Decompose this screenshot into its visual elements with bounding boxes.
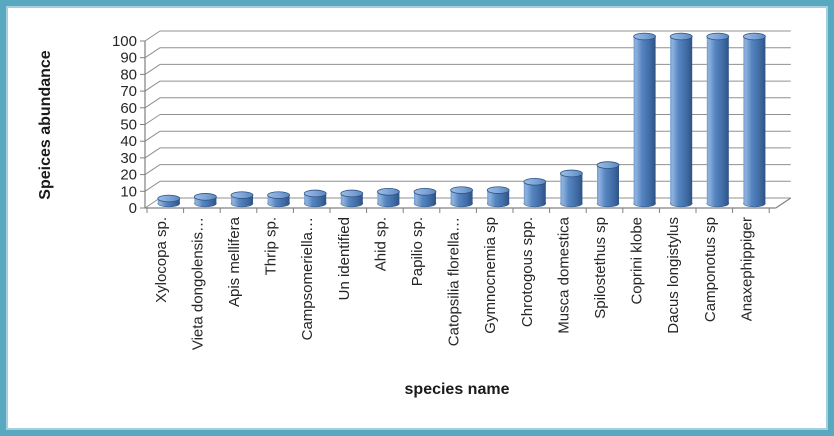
gridline-depth-connector: [144, 164, 161, 176]
gridline-depth-connector: [144, 197, 161, 209]
bar: [633, 36, 656, 204]
bar: [231, 195, 253, 204]
bar: [377, 191, 400, 204]
x-category-label: Anaxephippiger: [738, 217, 755, 321]
bar-top-cap: [743, 32, 766, 41]
bar-top-cap: [450, 186, 474, 194]
x-category-label: Chrotogous spp.: [519, 217, 536, 327]
x-category-label: Xylocopa sp.: [153, 217, 170, 303]
gridline-depth-connector: [144, 97, 161, 109]
bar: [706, 36, 729, 204]
x-category-label: Musca domestica: [555, 216, 572, 333]
x-category-label: Apis mellifera: [226, 216, 243, 307]
x-category-label: Camponotus sp: [702, 217, 719, 322]
gridline-depth-connector: [144, 114, 161, 125]
bar: [414, 191, 436, 204]
floor-right-edge: [775, 197, 792, 209]
gridline-depth-connector: [144, 80, 161, 92]
x-category-label: Coprini klobe: [629, 217, 646, 305]
y-tick-label: 100: [112, 33, 137, 50]
bar-top-cap: [633, 32, 656, 41]
bar-top-cap: [706, 32, 730, 41]
bar: [340, 193, 363, 204]
gridline-depth-connector: [144, 180, 161, 192]
y-axis-title: Speices abundance: [37, 50, 54, 199]
bar: [597, 165, 619, 204]
bar-top-cap: [340, 189, 364, 198]
bar-top-cap: [486, 186, 510, 194]
gridline-depth-connector: [144, 30, 161, 42]
x-category-label: Dacus longistylus: [665, 217, 682, 334]
bar: [304, 193, 327, 204]
x-category-label: Papilio sp.: [409, 217, 426, 286]
bar-top-cap: [596, 161, 620, 169]
gridline-depth-connector: [144, 47, 161, 59]
bar-top-cap: [157, 194, 181, 203]
y-tick-label: 90: [120, 50, 137, 67]
y-tick-label: 30: [120, 150, 137, 167]
bar: [560, 173, 583, 204]
bar-top-cap: [669, 32, 693, 41]
bar-top-cap: [523, 177, 547, 186]
y-tick-label: 10: [120, 183, 137, 200]
gridline-depth-connector: [144, 130, 161, 142]
y-tick-label: 50: [120, 117, 137, 134]
x-category-label: Vieta dongolensis…: [189, 217, 206, 350]
y-tick-label: 80: [120, 66, 137, 83]
x-category-label: Un identified: [336, 217, 353, 300]
bar: [670, 36, 693, 204]
x-axis-title: species name: [405, 381, 510, 398]
x-category-label: Gymnocnemia sp: [482, 217, 499, 334]
y-tick-label: 70: [120, 83, 137, 100]
y-tick-label: 40: [120, 133, 137, 150]
x-category-label: Spilostethus sp: [592, 217, 609, 319]
y-tick-label: 60: [120, 100, 137, 117]
bar-top-cap: [193, 193, 217, 201]
x-category-label: Ahid sp.: [372, 217, 389, 271]
x-category-label: Campsomeriella…: [299, 217, 316, 340]
bar: [267, 195, 290, 204]
gridline-depth-connector: [144, 63, 161, 75]
bar-top-cap: [560, 169, 583, 178]
bar-top-cap: [376, 188, 400, 196]
gridline-depth-connector: [144, 147, 161, 159]
x-category-label: Thrip sp.: [263, 217, 280, 275]
y-tick-label: 20: [120, 167, 137, 184]
bar-top-cap: [230, 191, 254, 199]
y-tick-label: 0: [129, 200, 137, 217]
x-category-label: Catopsilia florella…: [446, 217, 463, 346]
bar: [743, 36, 766, 204]
bar-top-cap: [303, 189, 327, 198]
bar-top-cap: [413, 188, 437, 196]
bar-top-cap: [267, 191, 291, 199]
bar: [523, 181, 546, 204]
